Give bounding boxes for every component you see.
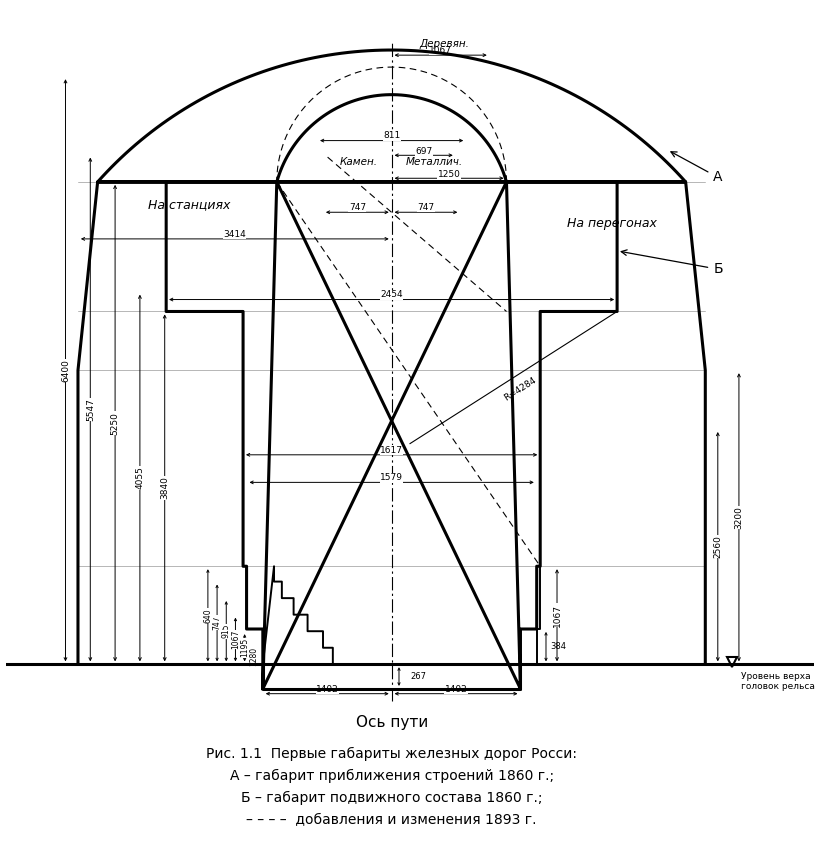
Text: Б: Б	[620, 250, 722, 276]
Text: 1402: 1402	[444, 685, 467, 693]
Text: Уровень верха
головок рельса: Уровень верха головок рельса	[740, 672, 814, 691]
Text: 1402: 1402	[315, 685, 338, 693]
Text: 3414: 3414	[224, 230, 246, 239]
Text: Камен.: Камен.	[339, 157, 378, 167]
Text: 747: 747	[416, 203, 434, 212]
Text: Ось пути: Ось пути	[355, 715, 427, 730]
Text: 384: 384	[550, 642, 566, 651]
Text: Б – габарит подвижного состава 1860 г.;: Б – габарит подвижного состава 1860 г.;	[241, 791, 542, 805]
Text: 811: 811	[383, 132, 400, 140]
Text: 1067: 1067	[551, 604, 561, 627]
Text: Рис. 1.1  Первые габариты железных дорог Росси:: Рис. 1.1 Первые габариты железных дорог …	[206, 747, 576, 761]
Text: 915: 915	[222, 624, 230, 638]
Text: На станциях: На станциях	[148, 199, 230, 212]
Text: R=4284: R=4284	[502, 375, 537, 402]
Text: 640: 640	[203, 608, 212, 623]
Text: 6400: 6400	[61, 359, 70, 382]
Text: 1617: 1617	[380, 445, 402, 455]
Text: 267: 267	[410, 673, 426, 681]
Text: А: А	[670, 151, 722, 184]
Text: На перегонах: На перегонах	[566, 217, 657, 230]
Text: 1067: 1067	[231, 630, 239, 649]
Text: 1250: 1250	[437, 169, 460, 179]
Text: 697: 697	[415, 147, 431, 156]
Text: 2454: 2454	[380, 291, 402, 299]
Text: 747: 747	[349, 203, 365, 212]
Text: 1195: 1195	[240, 638, 249, 657]
Text: 1579: 1579	[380, 473, 402, 482]
Text: 2560: 2560	[712, 535, 721, 558]
Text: 3200: 3200	[734, 506, 743, 529]
Text: 5250: 5250	[110, 412, 119, 434]
Text: Деревян.: Деревян.	[419, 39, 469, 49]
Text: 5547: 5547	[85, 398, 94, 421]
Text: Металлич.: Металлич.	[405, 157, 462, 167]
Text: 4055: 4055	[135, 467, 144, 489]
Text: – – – –  добавления и изменения 1893 г.: – – – – добавления и изменения 1893 г.	[246, 813, 537, 827]
Text: А – габарит приближения строений 1860 г.;: А – габарит приближения строений 1860 г.…	[229, 769, 553, 783]
Text: 1067: 1067	[429, 46, 451, 55]
Text: 1280: 1280	[249, 647, 258, 666]
Text: 3840: 3840	[160, 476, 169, 500]
Text: 747: 747	[212, 616, 221, 630]
